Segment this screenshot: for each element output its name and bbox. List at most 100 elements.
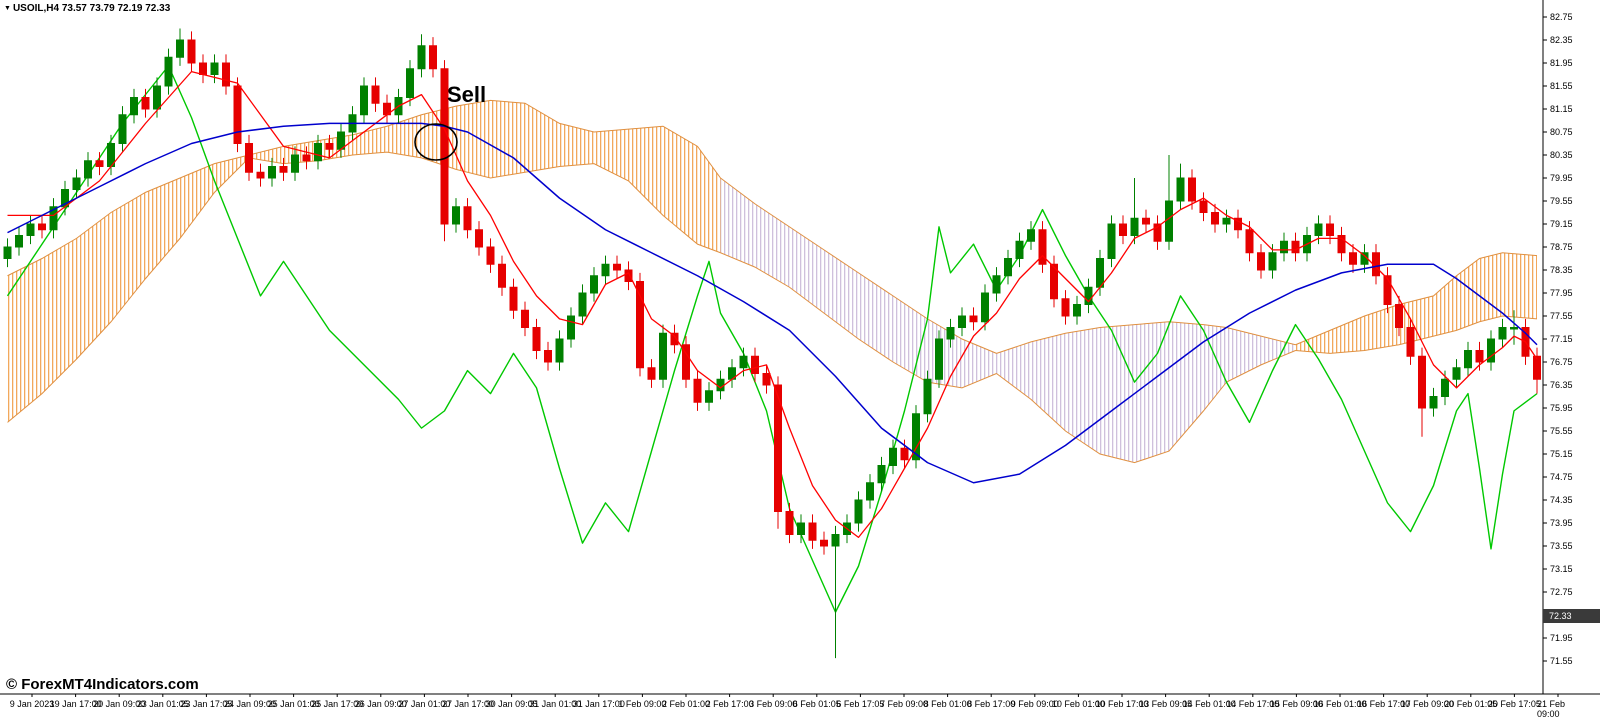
time-label: 20 Feb 17:05: [1487, 699, 1541, 709]
time-label: 13 Feb 09:05: [1139, 699, 1193, 709]
candle: [1119, 215, 1127, 245]
price-label: 81.55: [1550, 81, 1573, 91]
time-label: 14 Feb 01:00: [1182, 699, 1236, 709]
time-label: 23 Jan 01:05: [136, 699, 189, 709]
candle: [222, 54, 230, 95]
candle: [291, 146, 299, 181]
candle: [130, 88, 138, 124]
candle: [521, 301, 529, 337]
candle: [992, 267, 1001, 302]
candle: [84, 152, 92, 187]
time-label: 8 Feb 17:00: [967, 699, 1016, 709]
sell-signal-circle[interactable]: [414, 123, 458, 161]
cloud-fill-purple: [1226, 327, 1296, 383]
candle: [1257, 244, 1265, 279]
price-label: 82.75: [1550, 12, 1573, 22]
candle: [1061, 290, 1070, 325]
candle: [1038, 221, 1047, 273]
time-label: 19 Jan 17:00: [49, 699, 102, 709]
candle: [15, 226, 23, 256]
cloud-lower-edge: [720, 252, 997, 389]
time-label: 27 Jan 17:00: [441, 699, 495, 709]
time-label: 9 Feb 09:00: [1010, 699, 1059, 709]
candle: [1165, 155, 1173, 250]
time-label: 20 Feb 01:05: [1444, 699, 1498, 709]
candle: [463, 198, 472, 239]
candle: [440, 60, 449, 242]
candle: [61, 180, 69, 216]
candle: [670, 324, 679, 354]
candle: [498, 255, 506, 296]
time-label: 27 Jan 01:00: [398, 699, 451, 709]
plot-area[interactable]: [3, 28, 1541, 659]
candle: [452, 198, 460, 233]
candle: [1211, 203, 1219, 233]
price-label: 78.75: [1550, 242, 1573, 252]
price-label: 75.15: [1550, 449, 1573, 459]
cloud-upper-edge: [1295, 252, 1538, 346]
kijun-sen-line: [7, 122, 1538, 484]
candle: [1475, 341, 1484, 371]
time-label: 31 Jan 17:00: [572, 699, 625, 709]
candle: [417, 34, 426, 78]
ichimoku-cloud-layer: [7, 99, 1538, 464]
candle: [613, 255, 621, 279]
candle: [728, 359, 736, 388]
candle: [820, 531, 828, 555]
time-label: 15 Feb 09:00: [1269, 699, 1323, 709]
candle: [1188, 169, 1196, 210]
candle: [245, 134, 253, 181]
candle: [38, 215, 46, 239]
watermark-text: © ForexMT4Indicators.com: [6, 676, 199, 693]
price-label: 77.15: [1550, 334, 1573, 344]
time-label: 25 Jan 01:00: [267, 699, 320, 709]
cloud-lower-edge: [248, 151, 721, 254]
price-label: 79.15: [1550, 219, 1573, 229]
candle: [578, 284, 587, 325]
candle: [601, 255, 610, 285]
candle: [567, 307, 575, 348]
current-price-badge: 72.33: [1543, 609, 1600, 624]
price-label: 71.95: [1550, 633, 1573, 643]
candle: [889, 439, 897, 475]
candle: [797, 514, 805, 544]
candle: [199, 54, 207, 84]
candle: [325, 134, 334, 158]
time-label: 7 Feb 09:00: [879, 699, 929, 709]
candle: [1326, 215, 1334, 245]
candle: [1222, 209, 1231, 233]
price-label: 75.55: [1550, 426, 1573, 436]
candle: [774, 376, 782, 529]
candle: [360, 77, 368, 124]
candle: [383, 94, 391, 124]
time-label: 24 Jan 09:00: [223, 699, 277, 709]
candle: [1349, 244, 1357, 273]
time-label: 10 Feb 01:00: [1051, 699, 1105, 709]
time-label: 26 Jan 09:00: [354, 699, 407, 709]
chart-symbol-icon: ▼: [4, 5, 11, 12]
candle: [1107, 215, 1116, 268]
candle: [900, 439, 909, 469]
sell-annotation-label[interactable]: Sell: [447, 82, 487, 107]
candle: [429, 37, 437, 78]
price-label: 79.95: [1550, 173, 1573, 183]
price-label: 74.35: [1550, 495, 1573, 505]
candle: [636, 272, 644, 377]
time-label: 21 Feb 09:00: [1537, 699, 1566, 718]
candle: [26, 215, 35, 245]
candle: [1084, 278, 1093, 314]
candle: [279, 157, 288, 181]
candle: [486, 238, 495, 273]
candle: [1234, 209, 1242, 239]
candle: [509, 278, 518, 319]
candle: [371, 77, 380, 112]
cloud-lower-edge: [996, 373, 1227, 464]
candle: [406, 60, 414, 107]
time-label: 23 Jan 17:05: [180, 699, 233, 709]
price-label: 76.75: [1550, 357, 1573, 367]
time-label: 31 Jan 01:00: [529, 699, 582, 709]
price-label: 77.55: [1550, 311, 1573, 321]
time-label: 17 Feb 09:00: [1400, 699, 1454, 709]
